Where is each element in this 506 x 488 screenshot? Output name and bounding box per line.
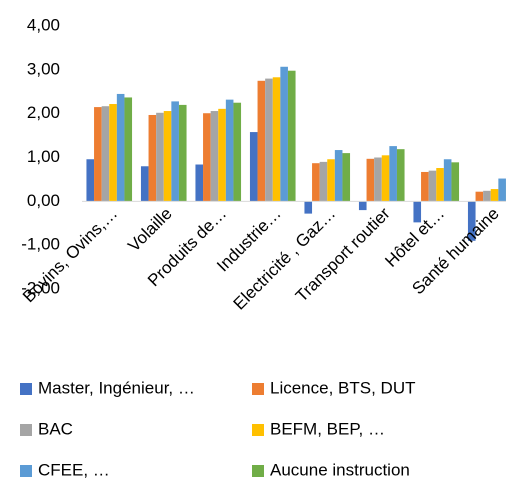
x-tick-label: Bovins, Ovins,… <box>19 204 121 306</box>
bar <box>233 102 242 202</box>
legend-swatch <box>252 383 264 395</box>
y-tick-label: 2,00 <box>27 103 60 122</box>
bar <box>178 104 187 202</box>
bar <box>327 159 335 202</box>
y-tick-label: -2,00 <box>21 278 60 297</box>
bar <box>475 191 484 202</box>
bar <box>156 112 164 202</box>
bar <box>257 80 266 202</box>
legend-label: Aucune instruction <box>270 460 410 479</box>
bar <box>428 170 437 202</box>
legend-swatch <box>20 383 32 395</box>
bar <box>389 146 397 202</box>
bar <box>163 111 172 202</box>
y-tick-label: 3,00 <box>27 59 60 78</box>
legend-swatch <box>20 465 32 477</box>
bar <box>287 70 296 202</box>
y-tick-label: 1,00 <box>27 147 60 166</box>
bar <box>374 157 382 202</box>
bar <box>319 161 328 202</box>
legend-label: Licence, BTS, DUT <box>270 378 416 397</box>
legend-label: Master, Ingénieur, … <box>38 378 195 397</box>
bar <box>334 150 343 202</box>
bar <box>249 132 258 202</box>
bar <box>312 163 320 202</box>
y-tick-label: 4,00 <box>27 15 60 34</box>
legend-label: CFEE, … <box>38 460 110 479</box>
bar <box>265 78 273 202</box>
bar <box>467 201 476 241</box>
bar <box>443 159 452 202</box>
bar <box>436 168 444 202</box>
bar <box>413 201 422 223</box>
bar <box>421 171 429 202</box>
y-tick-label: -1,00 <box>21 235 60 254</box>
bar <box>210 111 219 202</box>
bar <box>451 162 460 202</box>
x-tick-label: Volaille <box>124 204 176 256</box>
bar <box>94 107 102 202</box>
bar <box>148 114 157 202</box>
bar <box>86 159 95 202</box>
bar <box>218 108 226 202</box>
y-tick-label: 0,00 <box>27 191 60 210</box>
bar <box>396 149 405 202</box>
bar <box>101 106 110 202</box>
bar <box>483 190 491 202</box>
bar <box>171 101 179 202</box>
bar <box>366 158 375 202</box>
bar <box>124 97 133 202</box>
x-tick-label: Electricité , Gaz… <box>230 204 340 314</box>
bar <box>195 164 204 202</box>
bar <box>381 155 390 202</box>
legend-swatch <box>252 465 264 477</box>
x-tick-label: Transport routier <box>292 204 394 306</box>
legend-label: BAC <box>38 419 73 438</box>
bar <box>109 104 117 202</box>
bar <box>116 93 125 202</box>
bar <box>203 113 211 202</box>
bar <box>225 99 234 202</box>
legend-label: BEFM, BEP, … <box>270 419 385 438</box>
legend-swatch <box>20 424 32 436</box>
bar <box>280 66 288 202</box>
bar <box>358 201 367 211</box>
bar <box>342 153 351 202</box>
bar <box>140 166 149 202</box>
bar <box>304 201 313 214</box>
legend-swatch <box>252 424 264 436</box>
bar <box>272 77 281 202</box>
bar <box>490 189 499 202</box>
bar <box>498 178 506 202</box>
